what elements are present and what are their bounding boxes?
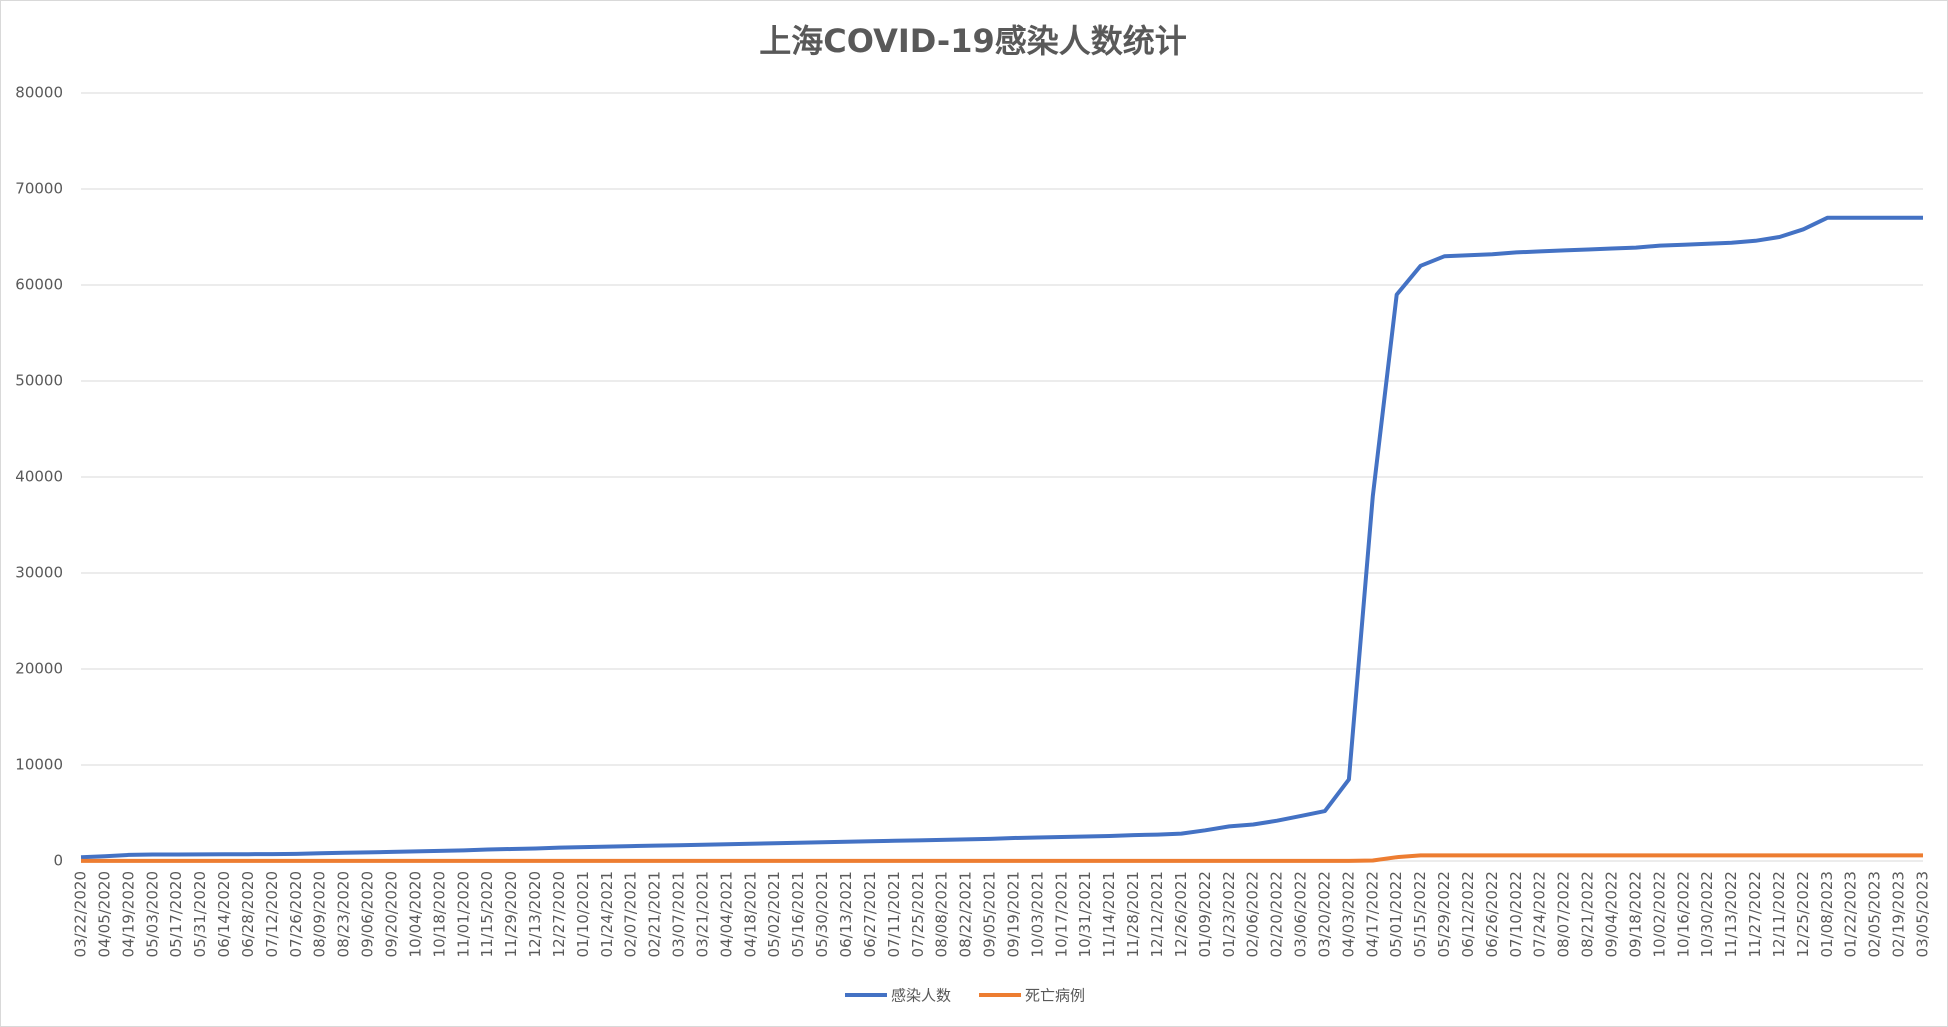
x-tick-label: 08/22/2021: [957, 871, 975, 957]
x-tick-label: 05/02/2021: [765, 871, 783, 957]
x-tick-label: 11/13/2022: [1722, 871, 1740, 957]
y-tick-label: 30000: [15, 564, 63, 582]
y-tick-label: 10000: [15, 756, 63, 774]
x-tick-label: 09/19/2021: [1004, 871, 1022, 957]
x-tick-label: 03/07/2021: [670, 871, 688, 957]
x-tick-label: 05/29/2022: [1435, 871, 1453, 957]
x-tick-label: 04/18/2021: [741, 871, 759, 957]
x-tick-label: 08/21/2022: [1579, 871, 1597, 957]
x-tick-label: 04/04/2021: [717, 871, 735, 957]
x-tick-label: 07/12/2020: [263, 871, 281, 957]
x-tick-label: 07/25/2021: [909, 871, 927, 957]
x-tick-label: 06/12/2022: [1459, 871, 1477, 957]
x-tick-label: 07/24/2022: [1531, 871, 1549, 957]
x-tick-label: 03/21/2021: [693, 871, 711, 957]
x-tick-label: 05/17/2020: [167, 871, 185, 957]
x-tick-label: 05/03/2020: [143, 871, 161, 957]
x-tick-label: 04/05/2020: [95, 871, 113, 957]
x-tick-label: 11/29/2020: [502, 871, 520, 957]
x-tick-label: 01/23/2022: [1220, 871, 1238, 957]
x-tick-label: 10/02/2022: [1650, 871, 1668, 957]
x-tick-label: 09/05/2021: [981, 871, 999, 957]
x-tick-label: 11/01/2020: [454, 871, 472, 957]
x-tick-label: 06/14/2020: [215, 871, 233, 957]
x-tick-label: 09/20/2020: [382, 871, 400, 957]
line-series: [81, 853, 1923, 863]
x-tick-label: 01/24/2021: [598, 871, 616, 957]
x-tick-label: 08/08/2021: [933, 871, 951, 957]
x-tick-label: 09/18/2022: [1626, 871, 1644, 957]
x-tick-label: 01/22/2023: [1842, 871, 1860, 957]
x-tick-label: 02/07/2021: [622, 871, 640, 957]
x-tick-label: 05/15/2022: [1411, 871, 1429, 957]
x-tick-label: 10/18/2020: [430, 871, 448, 957]
legend-label: 死亡病例: [1025, 987, 1085, 1005]
x-tick-label: 12/11/2022: [1770, 871, 1788, 957]
chart-title: 上海COVID-19感染人数统计: [759, 22, 1186, 60]
y-tick-label: 50000: [15, 372, 63, 390]
x-tick-label: 05/30/2021: [813, 871, 831, 957]
x-tick-label: 08/07/2022: [1555, 871, 1573, 957]
x-tick-label: 11/27/2022: [1746, 871, 1764, 957]
x-tick-label: 03/05/2023: [1914, 871, 1932, 957]
x-tick-label: 08/09/2020: [311, 871, 329, 957]
x-tick-label: 02/19/2023: [1890, 871, 1908, 957]
x-tick-label: 11/15/2020: [478, 871, 496, 957]
y-tick-label: 60000: [15, 276, 63, 294]
x-tick-label: 09/04/2022: [1603, 871, 1621, 957]
x-tick-label: 06/13/2021: [837, 871, 855, 957]
x-tick-label: 10/16/2022: [1674, 871, 1692, 957]
legend-label: 感染人数: [891, 987, 951, 1005]
x-tick-label: 12/12/2021: [1148, 871, 1166, 957]
x-tick-label: 05/31/2020: [191, 871, 209, 957]
x-tick-label: 10/30/2022: [1698, 871, 1716, 957]
x-tick-label: 03/22/2020: [72, 871, 90, 957]
line-series: [80, 215, 1923, 860]
y-tick-label: 20000: [15, 660, 63, 678]
y-tick-label: 80000: [15, 84, 63, 102]
x-tick-label: 04/03/2022: [1339, 871, 1357, 957]
x-tick-label: 11/28/2021: [1124, 871, 1142, 957]
x-tick-label: 04/19/2020: [119, 871, 137, 957]
x-tick-label: 01/08/2023: [1818, 871, 1836, 957]
x-tick-label: 12/25/2022: [1794, 871, 1812, 957]
x-tick-label: 07/11/2021: [885, 871, 903, 957]
x-tick-label: 05/16/2021: [789, 871, 807, 957]
x-tick-label: 10/17/2021: [1052, 871, 1070, 957]
x-tick-label: 02/20/2022: [1268, 871, 1286, 957]
x-tick-label: 08/23/2020: [335, 871, 353, 957]
x-tick-label: 02/05/2023: [1866, 871, 1884, 957]
x-tick-label: 06/27/2021: [861, 871, 879, 957]
y-tick-label: 0: [53, 852, 63, 870]
x-tick-label: 10/03/2021: [1028, 871, 1046, 957]
x-tick-label: 02/06/2022: [1244, 871, 1262, 957]
x-tick-label: 01/09/2022: [1196, 871, 1214, 957]
x-tick-label: 03/20/2022: [1315, 871, 1333, 957]
x-tick-label: 12/13/2020: [526, 871, 544, 957]
x-tick-label: 07/26/2020: [287, 871, 305, 957]
x-tick-label: 10/31/2021: [1076, 871, 1094, 957]
x-tick-label: 01/10/2021: [574, 871, 592, 957]
x-tick-label: 11/14/2021: [1100, 871, 1118, 957]
x-tick-label: 02/21/2021: [646, 871, 664, 957]
x-tick-label: 12/26/2021: [1172, 871, 1190, 957]
x-tick-label: 12/27/2020: [550, 871, 568, 957]
x-tick-label: 04/17/2022: [1363, 871, 1381, 957]
x-tick-label: 09/06/2020: [359, 871, 377, 957]
y-tick-label: 40000: [15, 468, 63, 486]
x-tick-label: 06/26/2022: [1483, 871, 1501, 957]
x-tick-label: 10/04/2020: [406, 871, 424, 957]
x-tick-label: 06/28/2020: [239, 871, 257, 957]
x-tick-label: 03/06/2022: [1292, 871, 1310, 957]
x-tick-label: 05/01/2022: [1387, 871, 1405, 957]
x-tick-label: 07/10/2022: [1507, 871, 1525, 957]
y-tick-label: 70000: [15, 180, 63, 198]
